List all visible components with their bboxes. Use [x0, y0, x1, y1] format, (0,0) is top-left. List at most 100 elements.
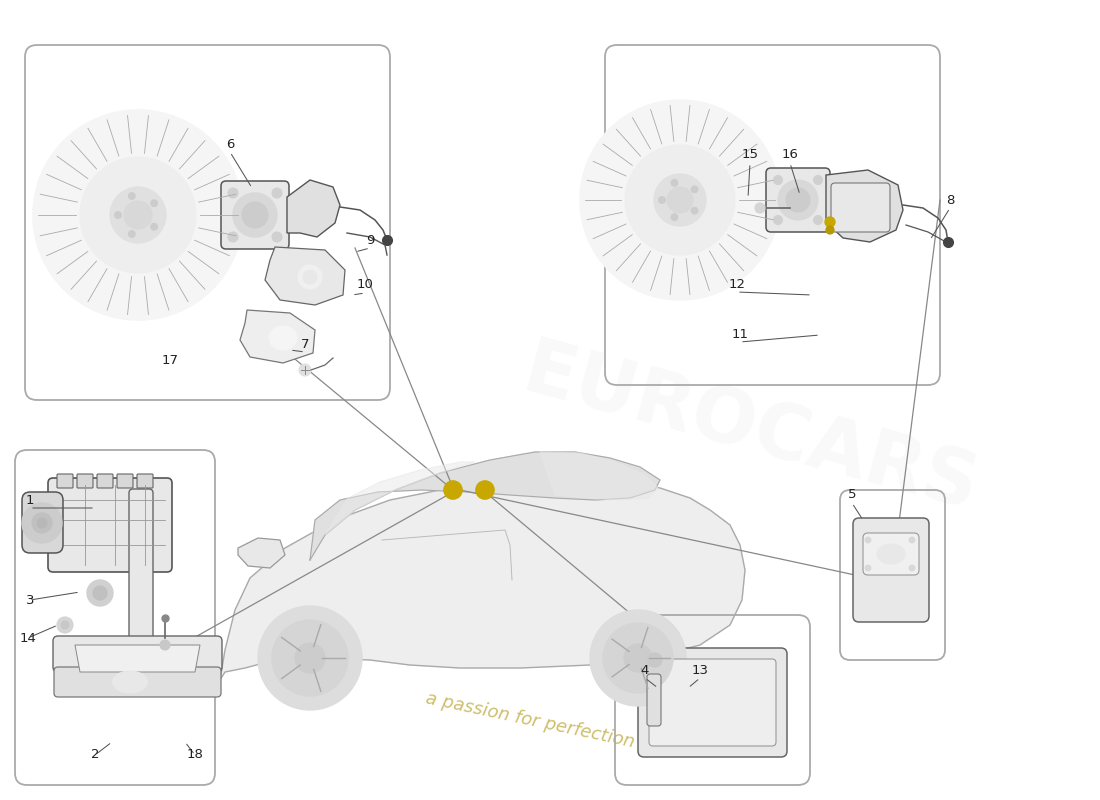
FancyBboxPatch shape [129, 489, 153, 641]
Circle shape [786, 188, 810, 212]
Text: a passion for perfection: a passion for perfection [424, 689, 636, 751]
Circle shape [302, 270, 317, 284]
Circle shape [37, 518, 47, 528]
Polygon shape [826, 170, 903, 242]
Circle shape [32, 513, 52, 533]
FancyBboxPatch shape [864, 533, 918, 575]
Circle shape [299, 364, 311, 376]
Circle shape [580, 100, 780, 300]
Circle shape [814, 215, 823, 225]
Circle shape [773, 175, 782, 185]
Polygon shape [240, 310, 315, 363]
Circle shape [57, 617, 73, 633]
Circle shape [151, 223, 157, 230]
Text: 12: 12 [728, 278, 746, 291]
Text: 3: 3 [25, 594, 34, 606]
Polygon shape [265, 247, 345, 305]
Polygon shape [75, 645, 200, 672]
Circle shape [258, 606, 362, 710]
Circle shape [272, 188, 282, 198]
Circle shape [667, 187, 693, 213]
Text: 17: 17 [162, 354, 178, 366]
Circle shape [228, 188, 238, 198]
FancyBboxPatch shape [97, 474, 113, 488]
Text: 6: 6 [226, 138, 234, 151]
Ellipse shape [112, 671, 147, 693]
Circle shape [87, 580, 113, 606]
Circle shape [671, 214, 678, 221]
Circle shape [151, 200, 157, 206]
Circle shape [129, 193, 135, 199]
Circle shape [648, 653, 662, 667]
Polygon shape [220, 478, 745, 680]
Circle shape [826, 226, 834, 234]
Circle shape [233, 193, 277, 237]
Polygon shape [310, 452, 660, 560]
Circle shape [755, 203, 764, 213]
FancyBboxPatch shape [638, 648, 786, 757]
Circle shape [659, 197, 666, 203]
Text: 16: 16 [782, 149, 799, 162]
Circle shape [80, 157, 196, 273]
Ellipse shape [270, 326, 297, 350]
Polygon shape [238, 538, 285, 568]
FancyBboxPatch shape [22, 492, 63, 553]
Circle shape [909, 537, 915, 543]
Circle shape [625, 145, 735, 255]
Polygon shape [540, 452, 658, 500]
Circle shape [825, 217, 835, 227]
Circle shape [160, 640, 170, 650]
Circle shape [298, 265, 322, 289]
Circle shape [242, 202, 268, 228]
Text: 1: 1 [25, 494, 34, 506]
Text: 2: 2 [90, 749, 99, 762]
Text: 14: 14 [20, 631, 36, 645]
Text: 9: 9 [366, 234, 374, 246]
Text: 11: 11 [732, 329, 748, 342]
FancyBboxPatch shape [852, 518, 930, 622]
Text: 7: 7 [300, 338, 309, 351]
FancyBboxPatch shape [117, 474, 133, 488]
FancyBboxPatch shape [57, 474, 73, 488]
FancyBboxPatch shape [77, 474, 94, 488]
Circle shape [60, 621, 69, 629]
Circle shape [590, 610, 686, 706]
Text: 15: 15 [741, 149, 759, 162]
Circle shape [272, 620, 348, 696]
FancyBboxPatch shape [48, 478, 172, 572]
Circle shape [295, 643, 324, 673]
Circle shape [691, 207, 698, 214]
Text: 10: 10 [356, 278, 373, 291]
Circle shape [865, 537, 871, 543]
Circle shape [110, 187, 166, 243]
FancyBboxPatch shape [53, 636, 222, 672]
FancyBboxPatch shape [649, 659, 776, 746]
Circle shape [444, 481, 462, 499]
Ellipse shape [877, 544, 905, 564]
Circle shape [94, 586, 107, 600]
Circle shape [22, 503, 62, 543]
Text: 8: 8 [946, 194, 954, 206]
FancyBboxPatch shape [830, 183, 890, 232]
Text: 4: 4 [641, 663, 649, 677]
Circle shape [865, 565, 871, 571]
Text: EUROCARS: EUROCARS [515, 334, 986, 526]
Circle shape [114, 211, 121, 218]
Circle shape [272, 232, 282, 242]
Circle shape [33, 110, 243, 320]
Circle shape [476, 481, 494, 499]
Text: 13: 13 [692, 663, 708, 677]
Circle shape [814, 175, 823, 185]
Circle shape [691, 186, 698, 193]
Text: 5: 5 [848, 489, 856, 502]
FancyBboxPatch shape [221, 181, 289, 249]
Circle shape [129, 230, 135, 238]
Polygon shape [324, 462, 475, 535]
FancyBboxPatch shape [766, 168, 830, 232]
FancyBboxPatch shape [647, 674, 661, 726]
Circle shape [654, 174, 706, 226]
FancyBboxPatch shape [138, 474, 153, 488]
Circle shape [228, 232, 238, 242]
Circle shape [773, 215, 782, 225]
Text: 18: 18 [187, 749, 204, 762]
